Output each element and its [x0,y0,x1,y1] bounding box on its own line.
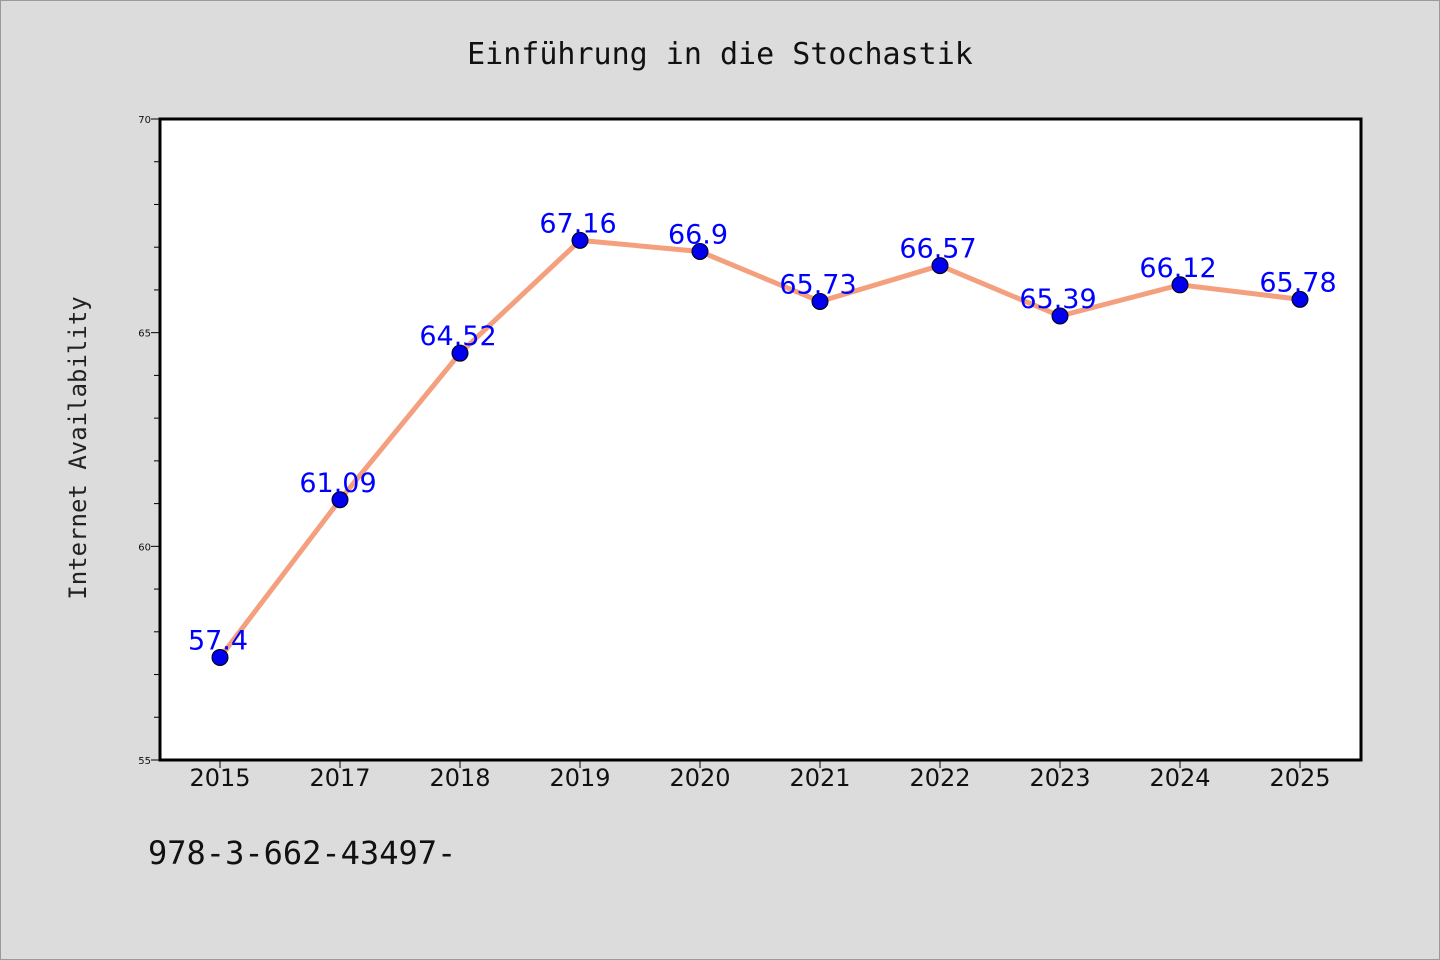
data-label: 65.73 [779,269,856,300]
y-tick-label: 55 [138,756,151,767]
data-label: 64.52 [419,321,496,352]
markers-layer [211,231,1309,666]
data-point [571,231,589,249]
x-tick-label: 2021 [789,764,850,792]
data-label: 66.9 [668,219,728,250]
x-tick-label: 2023 [1029,764,1090,792]
plot-frame [158,117,1363,762]
data-labels-layer: 57.4 61.09 64.52 67.16 66.9 65.73 66.57 65.39 66… [188,208,1337,656]
x-tick-label: 2017 [309,764,370,792]
y-tick-label: 60 [138,542,151,553]
plot-area [160,119,1361,760]
y-tick-label: 70 [138,115,151,126]
data-point [211,648,229,666]
series-line-layer [217,237,1303,660]
x-tick-label: 2025 [1269,764,1330,792]
x-tick-label: 2024 [1149,764,1210,792]
data-label: 57.4 [188,625,248,656]
chart-title: Einführung in die Stochastik [467,37,973,72]
x-tick-label: 2019 [549,764,610,792]
data-label: 61.09 [299,468,376,499]
data-point [1291,290,1309,308]
y-tick-label: 65 [138,329,151,340]
data-point [1171,276,1189,294]
data-point [1051,307,1069,325]
x-tick-label: 2018 [429,764,490,792]
data-label: 66.12 [1139,253,1216,284]
data-label: 67.16 [539,208,616,239]
data-point [811,292,829,310]
axis-ticks: 55 60 65 70 2015 2017 2018 2019 2020 2021 2022 2023… [138,115,1330,792]
footer-isbn: 978-3-662-43497- [148,834,456,872]
x-tick-label: 2022 [909,764,970,792]
data-point [451,344,469,362]
data-point [331,491,349,509]
x-tick-label: 2020 [669,764,730,792]
x-tick-label: 2015 [189,764,250,792]
data-label: 65.39 [1019,284,1096,315]
data-point [691,242,709,260]
data-label: 65.78 [1259,267,1336,298]
series-line [217,237,1303,660]
data-point [931,257,949,275]
data-label: 66.57 [899,234,976,265]
y-axis-label: Internet Availability [64,296,92,599]
